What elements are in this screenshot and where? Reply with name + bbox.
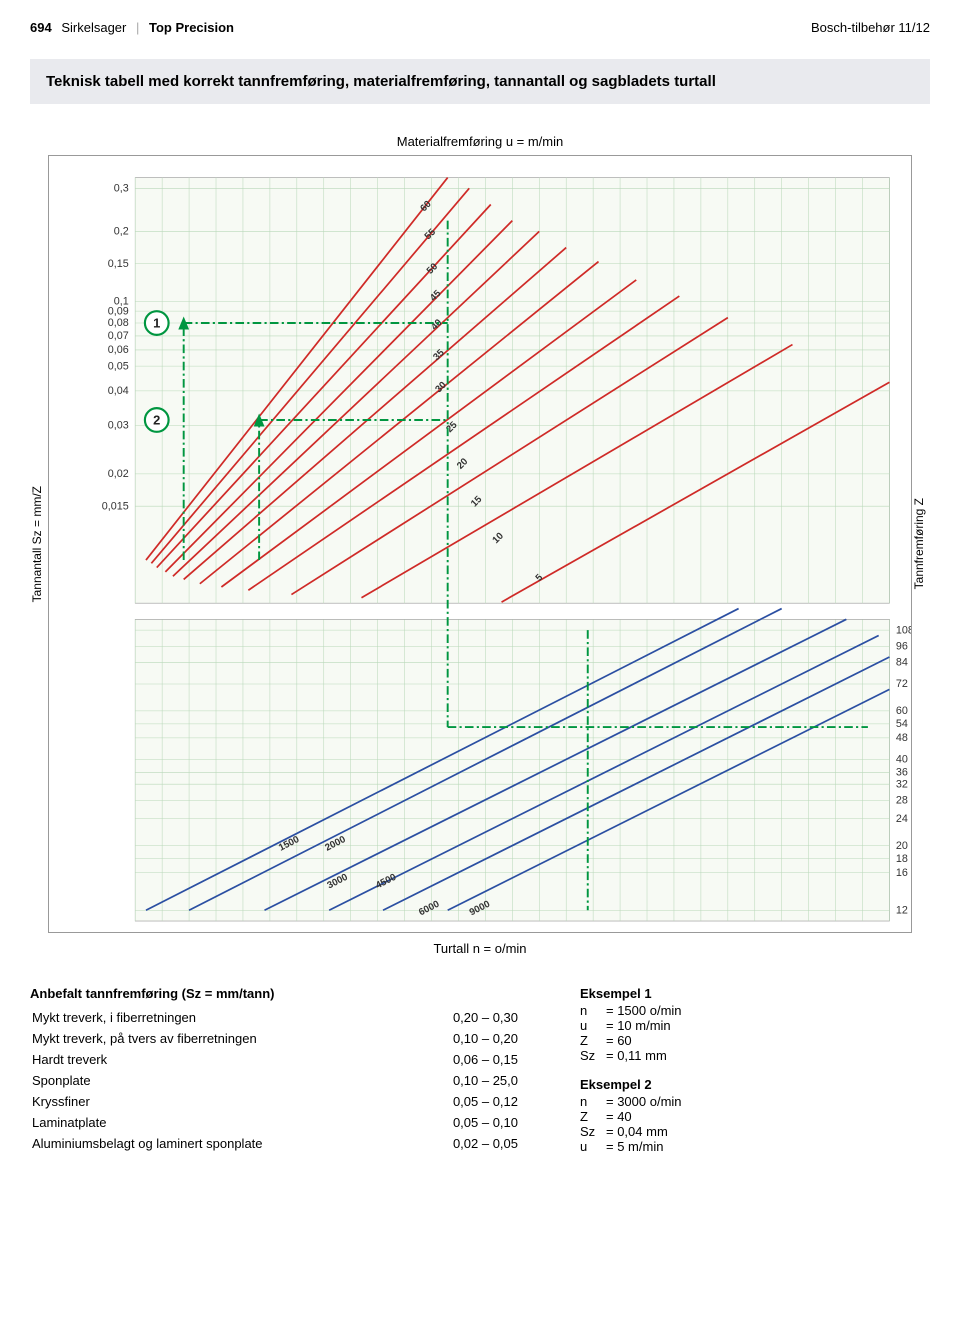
title-band: Teknisk tabell med korrekt tannfremførin… <box>30 59 930 104</box>
svg-text:24: 24 <box>896 813 908 825</box>
table-row: Mykt treverk, på tvers av fiberretningen… <box>30 1028 520 1049</box>
table-row: Kryssfiner0,05 – 0,12 <box>30 1091 520 1112</box>
table-row: Aluminiumsbelagt og laminert sponplate0,… <box>30 1133 520 1154</box>
chart-area: 0,30,20,150,10,090,080,070,060,050,040,0… <box>48 155 912 933</box>
table-row: Sponplate0,10 – 25,0 <box>30 1070 520 1091</box>
crumb-sep: | <box>136 20 139 35</box>
svg-text:0,15: 0,15 <box>108 258 129 270</box>
table-cell-label: Hardt treverk <box>30 1049 394 1070</box>
example-row: Z= 60 <box>580 1033 930 1048</box>
feed-chart: 0,30,20,150,10,090,080,070,060,050,040,0… <box>49 156 911 932</box>
header-right: Bosch-tilbehør 11/12 <box>811 20 930 35</box>
example-title: Eksempel 2 <box>580 1077 930 1092</box>
table-cell-label: Laminatplate <box>30 1112 394 1133</box>
breadcrumb: 694 Sirkelsager | Top Precision <box>30 20 240 35</box>
svg-text:16: 16 <box>896 867 908 879</box>
table-cell-value: 0,05 – 0,12 <box>394 1091 520 1112</box>
svg-text:32: 32 <box>896 778 908 790</box>
chart-left-label: Tannantall Sz = mm/Z <box>30 486 48 602</box>
table-cell-label: Kryssfiner <box>30 1091 394 1112</box>
chart-top-label: Materialfremføring u = m/min <box>30 134 930 149</box>
example-row: Sz= 0,11 mm <box>580 1048 930 1063</box>
examples: Eksempel 1n= 1500 o/minu= 10 m/minZ= 60S… <box>580 986 930 1168</box>
svg-text:18: 18 <box>896 853 908 865</box>
svg-text:0,09: 0,09 <box>108 305 129 317</box>
svg-text:20: 20 <box>896 840 908 852</box>
svg-text:0,02: 0,02 <box>108 468 129 480</box>
svg-text:96: 96 <box>896 640 908 652</box>
svg-text:0,06: 0,06 <box>108 344 129 356</box>
example-row: u= 10 m/min <box>580 1018 930 1033</box>
svg-text:28: 28 <box>896 795 908 807</box>
svg-text:48: 48 <box>896 732 908 744</box>
svg-text:2: 2 <box>153 412 160 427</box>
page-header: 694 Sirkelsager | Top Precision Bosch-ti… <box>30 20 930 35</box>
svg-text:0,04: 0,04 <box>108 385 129 397</box>
example-row: Sz= 0,04 mm <box>580 1124 930 1139</box>
example-row: n= 3000 o/min <box>580 1094 930 1109</box>
svg-text:54: 54 <box>896 718 908 730</box>
svg-text:0,08: 0,08 <box>108 317 129 329</box>
svg-text:0,07: 0,07 <box>108 330 129 342</box>
example-row: n= 1500 o/min <box>580 1003 930 1018</box>
svg-text:72: 72 <box>896 678 908 690</box>
table-cell-label: Mykt treverk, i fiberretningen <box>30 1007 394 1028</box>
table-cell-value: 0,05 – 0,10 <box>394 1112 520 1133</box>
svg-text:0,3: 0,3 <box>114 183 129 195</box>
table-cell-value: 0,20 – 0,30 <box>394 1007 520 1028</box>
chart-right-label: Tannfremføring Z <box>912 498 930 589</box>
example-row: u= 5 m/min <box>580 1139 930 1154</box>
svg-text:12: 12 <box>896 904 908 916</box>
example-row: Z= 40 <box>580 1109 930 1124</box>
table-cell-value: 0,10 – 25,0 <box>394 1070 520 1091</box>
recommendation-table: Mykt treverk, i fiberretningen0,20 – 0,3… <box>30 1007 520 1154</box>
example-block: Eksempel 2 n= 3000 o/minZ= 40Sz= 0,04 mmu… <box>580 1077 930 1154</box>
example-title: Eksempel 1 <box>580 986 930 1001</box>
svg-text:0,05: 0,05 <box>108 360 129 372</box>
table-row: Hardt treverk0,06 – 0,15 <box>30 1049 520 1070</box>
table-cell-label: Mykt treverk, på tvers av fiberretningen <box>30 1028 394 1049</box>
svg-text:40: 40 <box>896 754 908 766</box>
table-cell-label: Aluminiumsbelagt og laminert sponplate <box>30 1133 394 1154</box>
svg-text:60: 60 <box>896 705 908 717</box>
crumb-2: Top Precision <box>149 20 234 35</box>
table-row: Laminatplate0,05 – 0,10 <box>30 1112 520 1133</box>
table-cell-value: 0,10 – 0,20 <box>394 1028 520 1049</box>
svg-text:0,015: 0,015 <box>102 500 129 512</box>
page-number: 694 <box>30 20 52 35</box>
svg-text:1: 1 <box>153 315 160 330</box>
svg-text:84: 84 <box>896 657 908 669</box>
crumb-1: Sirkelsager <box>61 20 126 35</box>
example-block: Eksempel 1 n= 1500 o/minu= 10 m/minZ= 60S… <box>580 986 930 1063</box>
svg-text:108: 108 <box>896 624 911 636</box>
table-cell-value: 0,02 – 0,05 <box>394 1133 520 1154</box>
svg-text:0,03: 0,03 <box>108 420 129 432</box>
table-header: Anbefalt tannfremføring (Sz = mm/tann) <box>30 986 520 1001</box>
chart-bottom-label: Turtall n = o/min <box>30 941 930 956</box>
table-row: Mykt treverk, i fiberretningen0,20 – 0,3… <box>30 1007 520 1028</box>
svg-text:36: 36 <box>896 767 908 779</box>
table-cell-label: Sponplate <box>30 1070 394 1091</box>
table-cell-value: 0,06 – 0,15 <box>394 1049 520 1070</box>
svg-text:0,2: 0,2 <box>114 226 129 238</box>
